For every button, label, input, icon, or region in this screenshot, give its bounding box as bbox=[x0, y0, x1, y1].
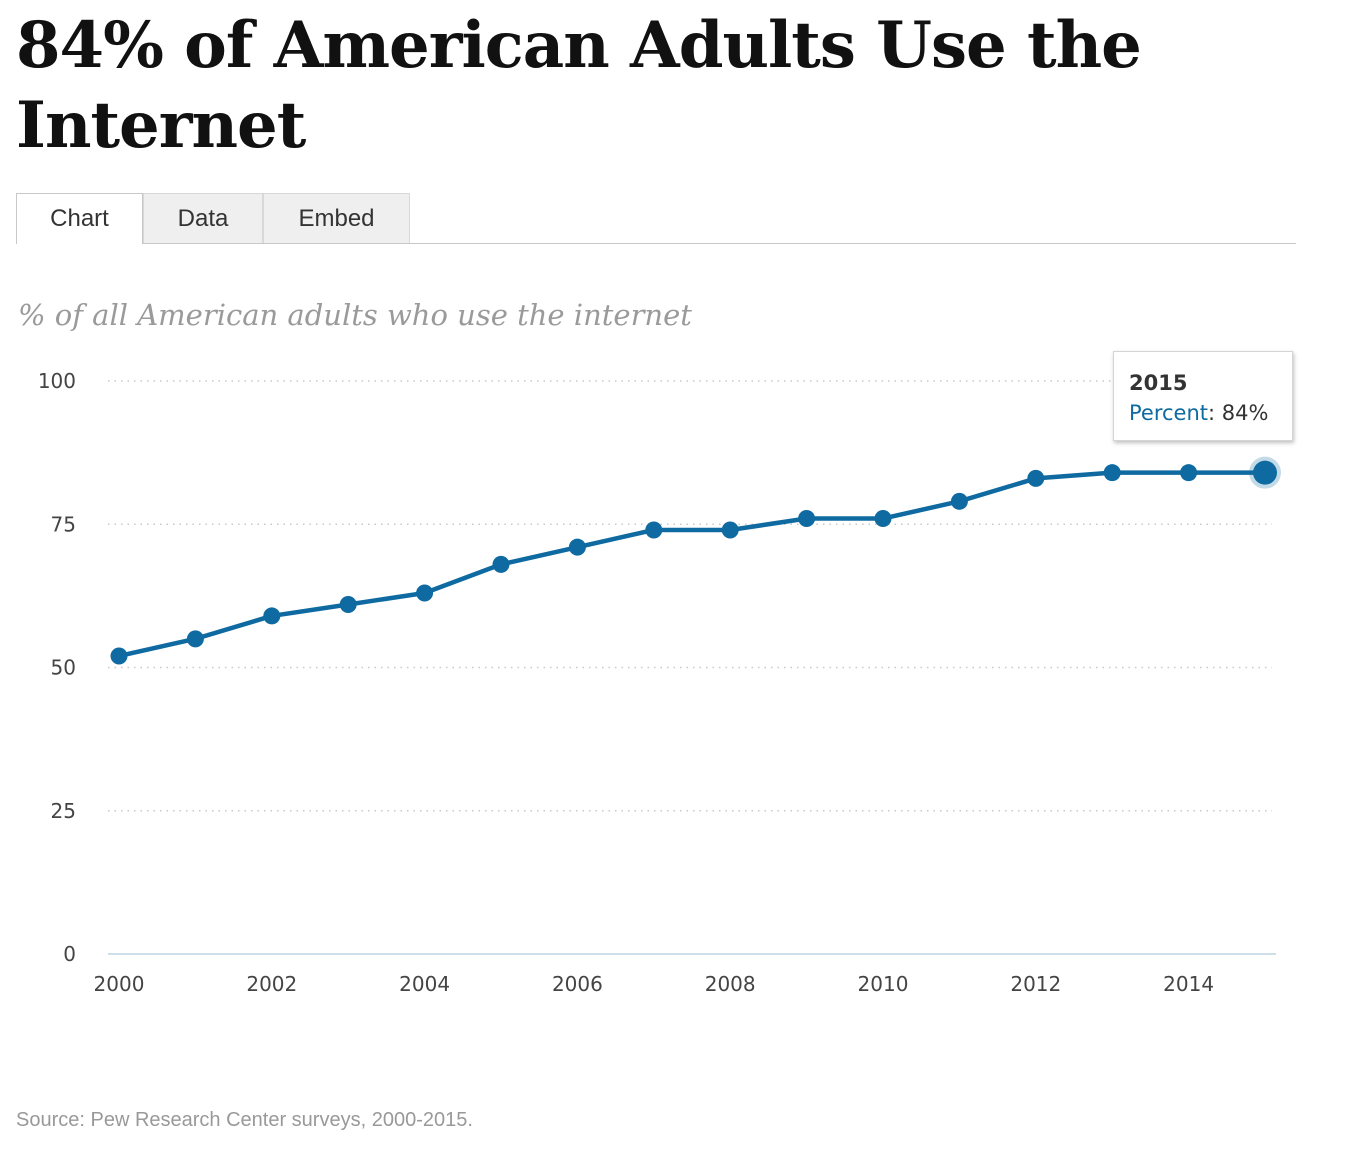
data-point-2004 bbox=[416, 584, 434, 602]
data-point-2003 bbox=[339, 595, 357, 613]
data-point-2005 bbox=[492, 555, 510, 573]
data-point-2015 bbox=[1253, 460, 1277, 485]
chart-tooltip: 2015 Percent: 84% bbox=[1113, 351, 1293, 441]
x-tick-label-2010: 2010 bbox=[858, 972, 909, 996]
tooltip-value-line: Percent: 84% bbox=[1129, 401, 1269, 425]
data-point-2002 bbox=[263, 607, 281, 625]
tab-bar-divider bbox=[16, 243, 1296, 244]
series-line-0 bbox=[118, 470, 1265, 659]
y-tick-label-100: 100 bbox=[38, 369, 76, 393]
y-tick-label-75: 75 bbox=[51, 512, 76, 536]
x-tick-label-2012: 2012 bbox=[1010, 972, 1061, 996]
data-point-2010 bbox=[874, 510, 892, 528]
x-tick-label-2000: 2000 bbox=[94, 972, 145, 996]
tooltip-key: Percent bbox=[1129, 401, 1209, 425]
source-note: Source: Pew Research Center surveys, 200… bbox=[16, 1109, 473, 1131]
x-tick-label-2006: 2006 bbox=[552, 972, 603, 996]
data-point-2001 bbox=[186, 630, 204, 648]
y-tick-label-25: 25 bbox=[51, 799, 76, 823]
data-point-2011 bbox=[950, 492, 968, 510]
data-point-2007 bbox=[645, 521, 663, 539]
y-tick-label-50: 50 bbox=[51, 656, 76, 680]
y-tick-label-0: 0 bbox=[63, 942, 76, 966]
data-point-2013 bbox=[1103, 464, 1121, 482]
data-point-2008 bbox=[721, 521, 739, 539]
x-tick-label-2014: 2014 bbox=[1163, 972, 1214, 996]
tab-chart[interactable]: Chart bbox=[16, 193, 143, 244]
data-point-2014 bbox=[1180, 464, 1198, 482]
data-point-2006 bbox=[568, 538, 586, 556]
tooltip-value: 84% bbox=[1221, 401, 1269, 425]
x-tick-label-2002: 2002 bbox=[246, 972, 297, 996]
data-point-2012 bbox=[1027, 469, 1045, 487]
chart-subtitle: % of all American adults who use the int… bbox=[18, 298, 692, 332]
tooltip-year: 2015 bbox=[1129, 371, 1188, 395]
tab-data[interactable]: Data bbox=[143, 193, 263, 243]
x-tick-label-2008: 2008 bbox=[705, 972, 756, 996]
page-title: 84% of American Adults Use the Internet bbox=[16, 8, 1142, 163]
data-point-2009 bbox=[798, 510, 816, 528]
tab-embed[interactable]: Embed bbox=[263, 193, 410, 243]
x-tick-label-2004: 2004 bbox=[399, 972, 450, 996]
line-chart: 0 25 50 75 100 2000 2002 2004 2006 2008 2010 2012 20… bbox=[38, 369, 1281, 996]
tab-bar: Chart Data Embed bbox=[16, 193, 1296, 244]
data-point-2000 bbox=[110, 647, 128, 665]
